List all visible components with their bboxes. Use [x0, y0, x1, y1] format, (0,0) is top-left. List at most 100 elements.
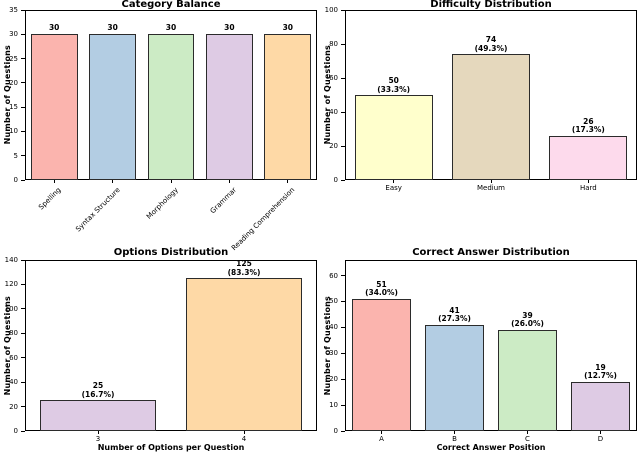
x-tick: [53, 180, 55, 183]
y-tick-label: 50: [329, 297, 338, 306]
y-tick: [341, 378, 345, 380]
y-tick-label: 60: [329, 74, 338, 82]
x-tick-label: Medium: [477, 184, 505, 192]
bar-c: [498, 329, 557, 431]
bar-syntax-structure: [89, 34, 136, 180]
y-tick-label: 0: [333, 427, 338, 435]
y-tick: [341, 404, 345, 406]
y-tick: [21, 130, 25, 132]
x-tick: [600, 431, 601, 434]
y-tick: [21, 308, 25, 310]
x-tick-label: Easy: [385, 184, 402, 192]
y-tick: [21, 106, 25, 108]
y-tick: [341, 145, 345, 147]
y-tick: [341, 77, 345, 79]
bar-value-label: 30: [224, 23, 235, 33]
y-tick-label: 25: [9, 54, 18, 63]
y-tick-label: 40: [329, 323, 338, 332]
y-tick: [341, 352, 345, 354]
bar-value-label: 30: [48, 23, 60, 33]
y-tick-label: 20: [329, 142, 338, 150]
y-tick-label: 15: [9, 103, 18, 112]
bar-value-label: 30: [282, 23, 294, 33]
y-tick: [21, 155, 25, 157]
chart-options-distribution: Options Distribution Number of Questions…: [0, 227, 320, 453]
bar-value-label: 125 (83.3%): [227, 259, 261, 277]
bar-3: [39, 400, 157, 431]
bar-value-label: 39 (26.0%): [511, 310, 544, 329]
plot-frame: [345, 260, 637, 431]
y-tick-label: 60: [9, 353, 18, 362]
plot-frame: [25, 260, 317, 431]
y-tick: [21, 58, 25, 60]
x-tick-label: A: [379, 435, 384, 443]
bar-hard: [549, 135, 628, 180]
bar-4: [185, 278, 303, 431]
y-tick-label: 100: [4, 304, 18, 313]
y-tick: [21, 381, 25, 383]
bar-morphology: [147, 34, 195, 180]
x-tick-label: Grammar: [208, 186, 239, 216]
bar-value-label: 74 (49.3%): [474, 35, 508, 53]
x-tick: [490, 180, 492, 183]
y-tick: [341, 430, 345, 432]
y-tick: [21, 179, 25, 181]
chart-title: Correct Answer Distribution: [412, 247, 570, 258]
y-tick: [341, 275, 345, 277]
y-tick: [21, 9, 25, 11]
x-tick-label: Spelling: [37, 186, 63, 212]
y-tick-label: 0: [13, 176, 18, 184]
y-tick: [21, 259, 25, 261]
y-tick-label: 10: [329, 401, 338, 410]
y-tick: [341, 43, 345, 45]
y-tick: [341, 300, 345, 302]
y-tick: [21, 406, 25, 408]
bar-medium: [452, 54, 530, 180]
x-tick: [228, 180, 230, 183]
y-tick: [341, 111, 345, 113]
x-tick: [527, 431, 528, 434]
x-tick-label: 4: [241, 435, 247, 443]
y-tick: [341, 326, 345, 328]
x-tick: [170, 180, 172, 183]
bar-a: [352, 298, 411, 431]
y-tick-label: 80: [9, 329, 18, 338]
y-tick-label: 30: [329, 349, 338, 358]
y-tick-label: 30: [9, 30, 18, 39]
y-tick-label: 40: [329, 108, 338, 116]
bar-value-label: 25 (16.7%): [81, 381, 115, 399]
bar-value-label: 19 (12.7%): [584, 362, 617, 381]
y-tick: [21, 82, 25, 84]
chart-title: Category Balance: [121, 0, 221, 10]
x-tick-label: 3: [95, 435, 101, 443]
x-tick-label: Hard: [579, 184, 597, 192]
y-tick: [21, 430, 25, 432]
bar-value-label: 26 (17.3%): [571, 116, 605, 135]
y-tick-label: 5: [13, 151, 18, 160]
bar-d: [571, 381, 630, 431]
x-tick-label: B: [452, 435, 457, 443]
y-tick-label: 0: [13, 427, 18, 435]
y-tick: [341, 179, 345, 181]
y-tick: [21, 283, 25, 285]
x-tick: [381, 431, 382, 434]
bar-value-label: 30: [165, 23, 177, 33]
bar-value-label: 30: [107, 23, 118, 33]
x-tick: [587, 180, 589, 183]
y-tick: [21, 357, 25, 359]
y-tick-label: 100: [324, 6, 338, 14]
y-tick-label: 20: [329, 375, 338, 384]
bar-value-label: 51 (34.0%): [365, 279, 398, 298]
x-tick-label: D: [597, 435, 604, 443]
y-tick-label: 35: [9, 6, 18, 14]
y-tick-label: 20: [9, 402, 18, 411]
chart-title: Difficulty Distribution: [430, 0, 552, 10]
bar-b: [425, 324, 484, 431]
x-tick: [287, 180, 289, 183]
plot-area: 0 10 20 30 40 50 60 51 (34.0%) A 41 (27.3%) B 39 (26.0…: [320, 227, 640, 453]
bar-value-label: 50 (33.3%): [377, 76, 411, 94]
y-tick-label: 10: [9, 127, 18, 136]
y-tick-label: 60: [329, 271, 338, 280]
